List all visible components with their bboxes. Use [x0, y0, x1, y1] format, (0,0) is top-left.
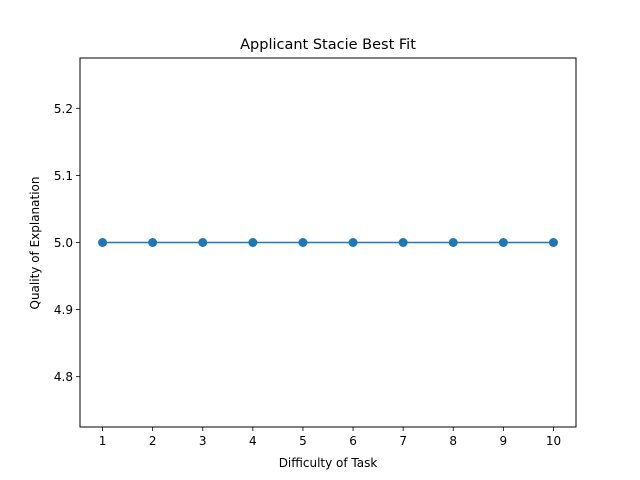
- y-tick-label: 5.0: [54, 236, 73, 250]
- x-tick-label: 4: [249, 434, 257, 448]
- y-tick-label: 5.1: [54, 169, 73, 183]
- y-axis: 4.8 4.9 5.0 5.1 5.2: [54, 102, 80, 384]
- data-point: [298, 238, 308, 247]
- x-axis: 1 2 3 4 5 6 7 8 9 10: [99, 427, 561, 448]
- x-tick-label: 5: [299, 434, 307, 448]
- x-tick-label: 1: [99, 434, 107, 448]
- y-tick-label: 4.8: [54, 370, 73, 384]
- data-point: [548, 238, 558, 247]
- x-tick-label: 8: [449, 434, 457, 448]
- data-point: [498, 238, 508, 247]
- data-point: [398, 238, 408, 247]
- data-point: [348, 238, 358, 247]
- x-axis-label: Difficulty of Task: [279, 456, 378, 470]
- data-point: [98, 238, 108, 247]
- y-tick-label: 5.2: [54, 102, 73, 116]
- data-point: [198, 238, 208, 247]
- x-tick-label: 3: [199, 434, 207, 448]
- data-point: [148, 238, 158, 247]
- x-tick-label: 7: [399, 434, 407, 448]
- x-tick-label: 6: [349, 434, 357, 448]
- x-tick-label: 9: [500, 434, 508, 448]
- x-tick-label: 2: [149, 434, 157, 448]
- plot-layer: [98, 238, 558, 247]
- y-tick-label: 4.9: [54, 303, 73, 317]
- y-axis-label: Quality of Explanation: [28, 176, 42, 309]
- x-tick-label: 10: [546, 434, 561, 448]
- chart-title: Applicant Stacie Best Fit: [240, 37, 416, 53]
- data-point: [448, 238, 458, 247]
- data-point: [248, 238, 258, 247]
